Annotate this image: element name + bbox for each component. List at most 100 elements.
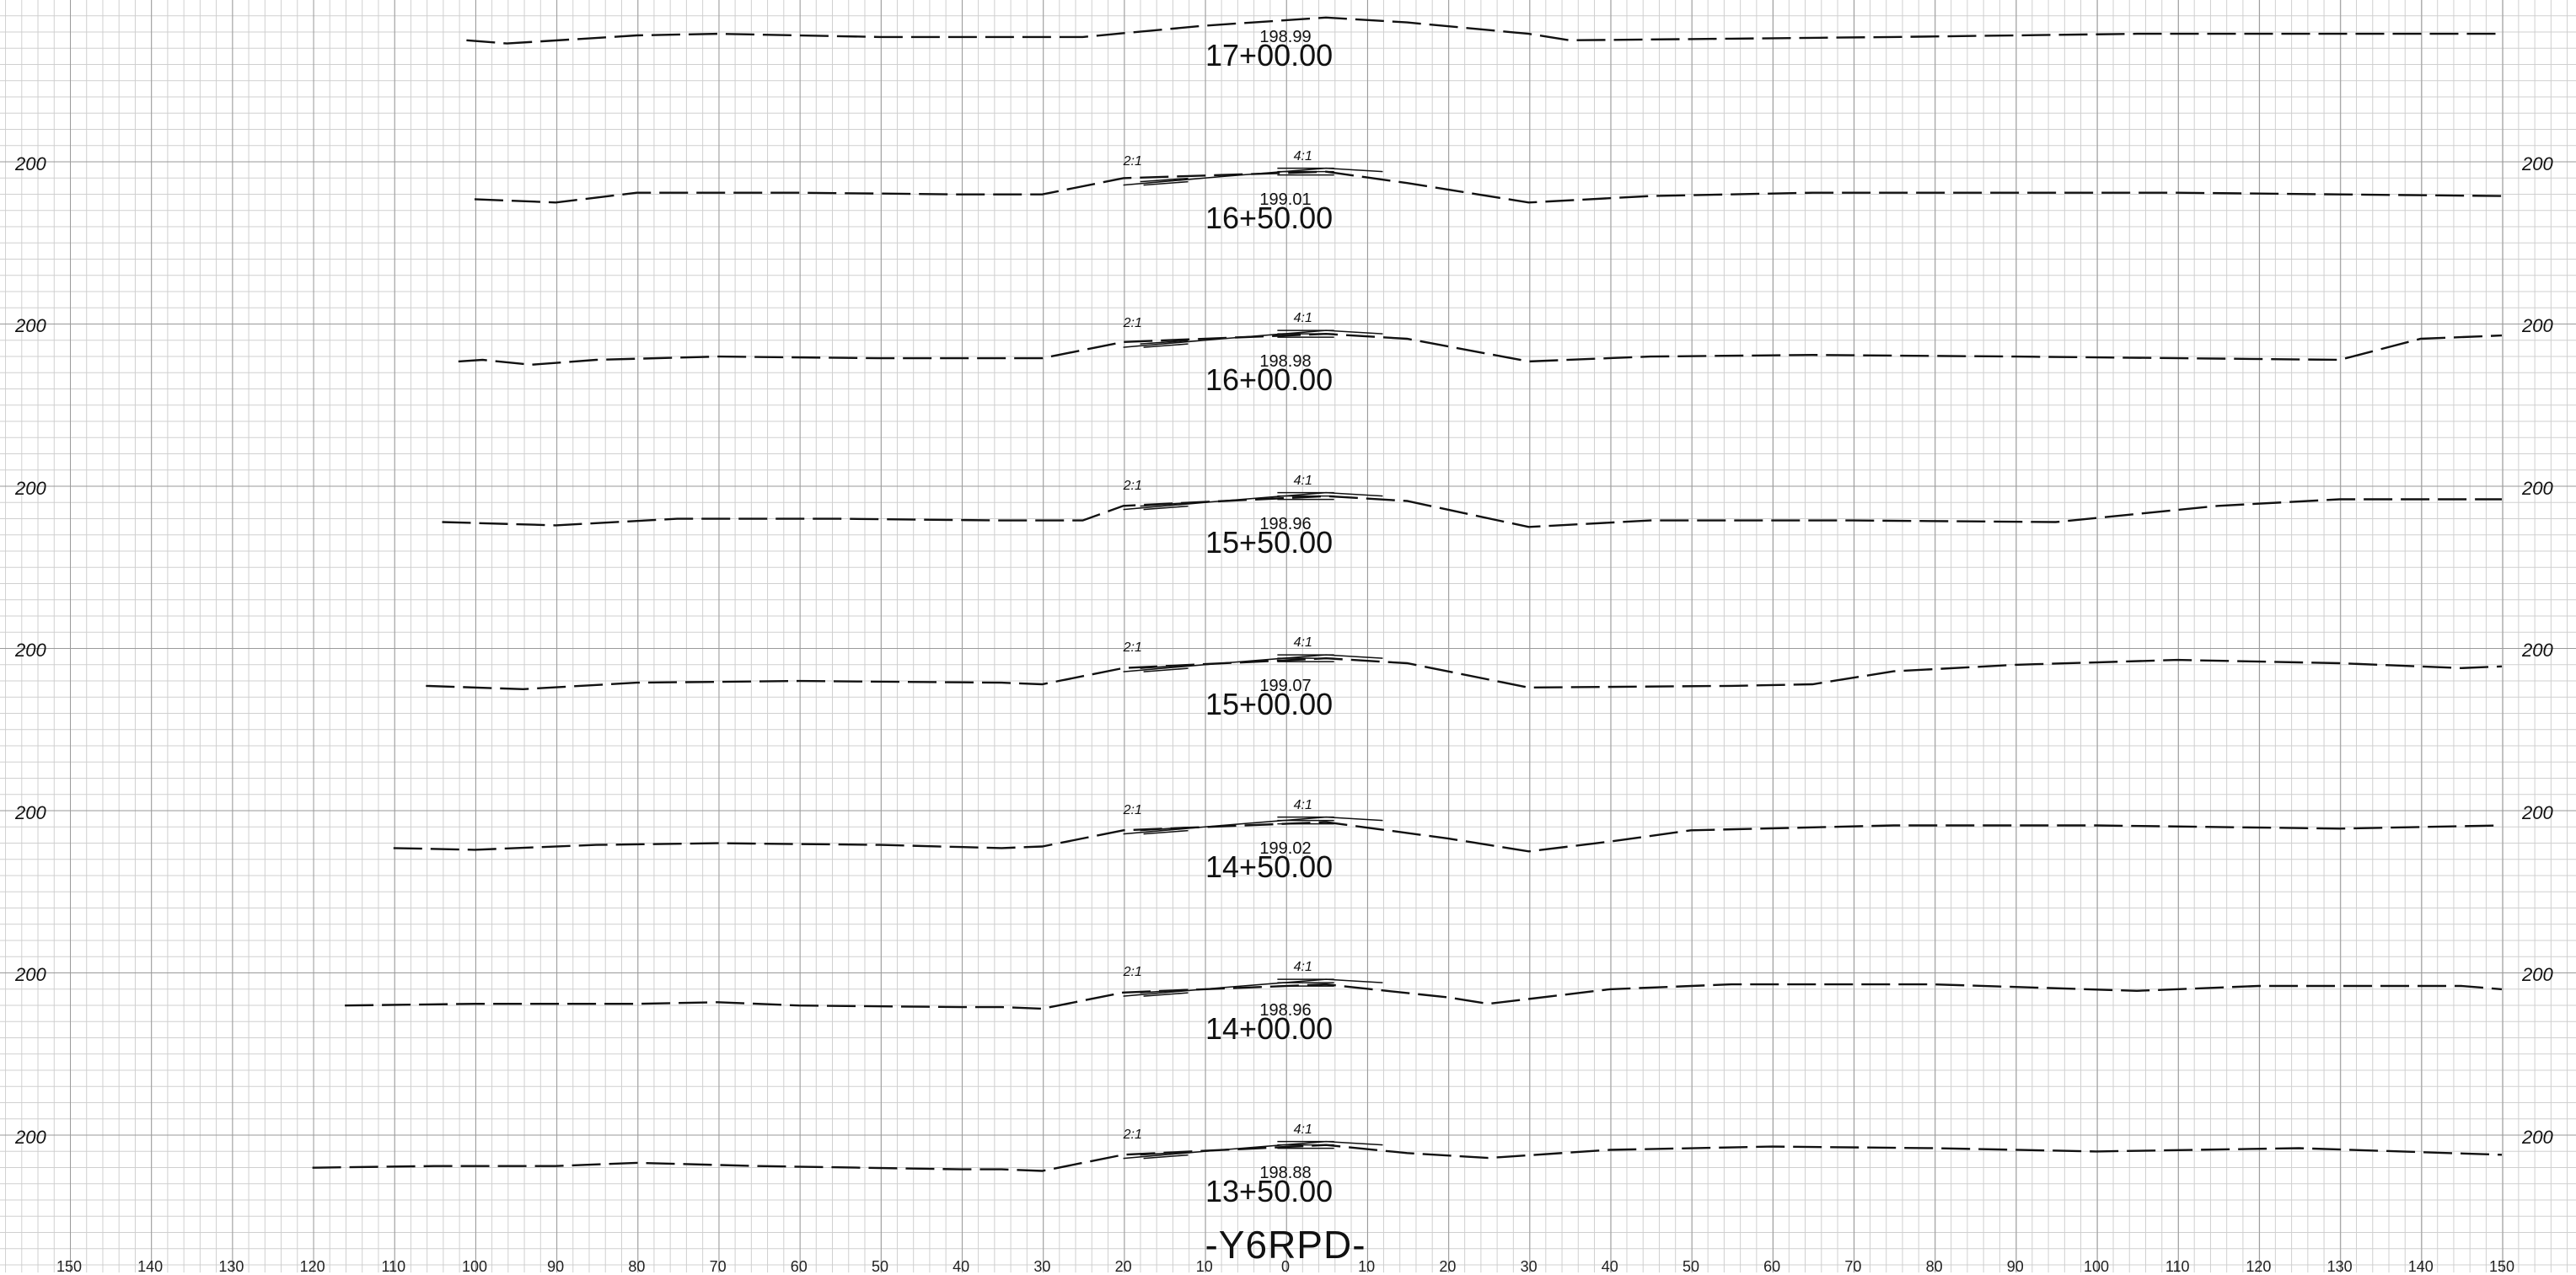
slope-label-right: 4:1 <box>1293 635 1312 651</box>
cross-section-17+00.00 <box>466 16 2502 45</box>
x-axis-tick: 40 <box>1601 1258 1618 1275</box>
slope-label-left: 2:1 <box>1123 965 1142 980</box>
x-axis-tick: 110 <box>381 1258 406 1275</box>
x-axis-tick: 90 <box>2006 1258 2024 1275</box>
slope-label-right: 4:1 <box>1293 311 1312 326</box>
x-axis-tick: 70 <box>709 1258 727 1275</box>
roadway-template <box>1123 1140 1383 1160</box>
cross-section-16+50.00 <box>474 167 2503 204</box>
station-label: 17+00.00 <box>1205 38 1334 72</box>
elevation-label-right: 200 <box>2522 964 2553 985</box>
cross-section-16+00.00 <box>458 329 2503 367</box>
x-axis-tick: 130 <box>2326 1258 2353 1275</box>
existing-ground-line <box>474 170 2503 204</box>
x-axis-tick: 100 <box>461 1258 488 1275</box>
elevation-label-right: 200 <box>2522 640 2553 661</box>
slope-label-right: 4:1 <box>1293 1122 1312 1137</box>
x-axis-tick: 10 <box>1358 1258 1376 1275</box>
elevation-label-left: 200 <box>15 801 46 823</box>
station-label: 14+50.00 <box>1205 849 1334 884</box>
slope-label-left: 2:1 <box>1123 153 1142 169</box>
x-axis-tick: 80 <box>1925 1258 1943 1275</box>
elevation-label-right: 200 <box>2522 1126 2553 1148</box>
cross-section-14+00.00 <box>345 978 2503 1010</box>
slope-label-left: 2:1 <box>1123 802 1142 817</box>
slope-label-right: 4:1 <box>1293 148 1312 163</box>
x-axis-tick: 120 <box>2246 1258 2272 1275</box>
x-axis-tick: 140 <box>137 1258 164 1275</box>
roadway-template <box>1123 654 1383 672</box>
x-axis-tick: 150 <box>56 1258 83 1275</box>
x-axis-tick: 20 <box>1439 1258 1457 1275</box>
slope-label-left: 2:1 <box>1123 1127 1142 1142</box>
roadway-template <box>1123 329 1383 348</box>
station-label: 16+00.00 <box>1205 362 1334 397</box>
cross-section-15+50.00 <box>442 491 2502 528</box>
x-axis-tick: 30 <box>1520 1258 1538 1275</box>
existing-ground-line <box>393 821 2503 853</box>
x-axis-tick: 120 <box>299 1258 325 1275</box>
grade-elevation-label: 199.02 <box>1259 838 1312 858</box>
elevation-label-right: 200 <box>2522 153 2553 174</box>
existing-ground-line <box>426 656 2503 691</box>
station-label: 15+50.00 <box>1205 524 1334 560</box>
elevation-label-left: 200 <box>15 964 46 985</box>
x-axis-tick: 40 <box>953 1258 970 1275</box>
roadway-template <box>1123 816 1383 835</box>
elevation-label-left: 200 <box>15 1126 46 1148</box>
cross-section-14+50.00 <box>393 816 2503 853</box>
roadway-template <box>1123 167 1383 186</box>
existing-ground-line <box>442 495 2502 528</box>
x-axis-tick: 140 <box>2407 1258 2434 1275</box>
slope-label-left: 2:1 <box>1123 316 1142 331</box>
x-axis-tick: 90 <box>547 1258 565 1275</box>
x-axis-tick: 30 <box>1033 1258 1051 1275</box>
x-axis-tick: 50 <box>871 1258 889 1275</box>
cross-section-13+50.00 <box>312 1140 2503 1172</box>
x-axis-tick: 20 <box>1114 1258 1132 1275</box>
grade-elevation-label: 198.88 <box>1259 1163 1312 1182</box>
x-axis-tick: 60 <box>1763 1258 1781 1275</box>
x-axis-tick: 100 <box>2083 1258 2110 1275</box>
x-axis-tick: 70 <box>1844 1258 1862 1275</box>
slope-label-left: 2:1 <box>1123 640 1142 656</box>
elevation-label-left: 200 <box>15 640 46 661</box>
station-label: 16+50.00 <box>1205 200 1334 235</box>
cross-section-15+00.00 <box>426 654 2503 691</box>
x-axis-tick: 0 <box>1280 1258 1291 1275</box>
x-axis-tick: 10 <box>1195 1258 1213 1275</box>
existing-ground-line <box>458 332 2503 367</box>
station-label: 13+50.00 <box>1205 1173 1334 1208</box>
elevation-label-right: 200 <box>2522 801 2553 823</box>
roadway-template <box>1123 978 1383 997</box>
slope-label-right: 4:1 <box>1293 797 1312 812</box>
x-axis-tick: 60 <box>790 1258 808 1275</box>
elevation-label-right: 200 <box>2522 315 2553 336</box>
slope-label-right: 4:1 <box>1293 960 1312 975</box>
station-label: 15+00.00 <box>1205 687 1334 721</box>
grade-elevation-label: 198.99 <box>1259 28 1312 46</box>
elevation-label-left: 200 <box>15 315 46 336</box>
roadway-template <box>1123 491 1383 511</box>
grade-elevation-label: 199.01 <box>1259 190 1312 209</box>
x-axis-tick: 130 <box>218 1258 244 1275</box>
elevation-label-right: 200 <box>2522 477 2553 499</box>
elevation-label-left: 200 <box>15 153 46 174</box>
x-axis-tick: 110 <box>2165 1258 2190 1275</box>
grade-elevation-label: 198.96 <box>1259 514 1312 533</box>
drawing-title: -Y6RPD- <box>1205 1223 1366 1267</box>
slope-label-left: 2:1 <box>1123 478 1142 493</box>
existing-ground-line <box>345 983 2503 1010</box>
x-axis-tick: 80 <box>628 1258 646 1275</box>
grade-elevation-label: 198.96 <box>1259 1001 1312 1020</box>
slope-label-right: 4:1 <box>1293 473 1312 488</box>
station-label: 14+00.00 <box>1205 1011 1334 1046</box>
existing-ground-line <box>312 1144 2503 1172</box>
grade-elevation-label: 199.07 <box>1259 677 1312 695</box>
elevation-label-left: 200 <box>15 477 46 499</box>
grade-elevation-label: 198.98 <box>1259 352 1312 371</box>
x-axis-tick: 150 <box>2488 1258 2515 1275</box>
x-axis-tick: 50 <box>1682 1258 1700 1275</box>
